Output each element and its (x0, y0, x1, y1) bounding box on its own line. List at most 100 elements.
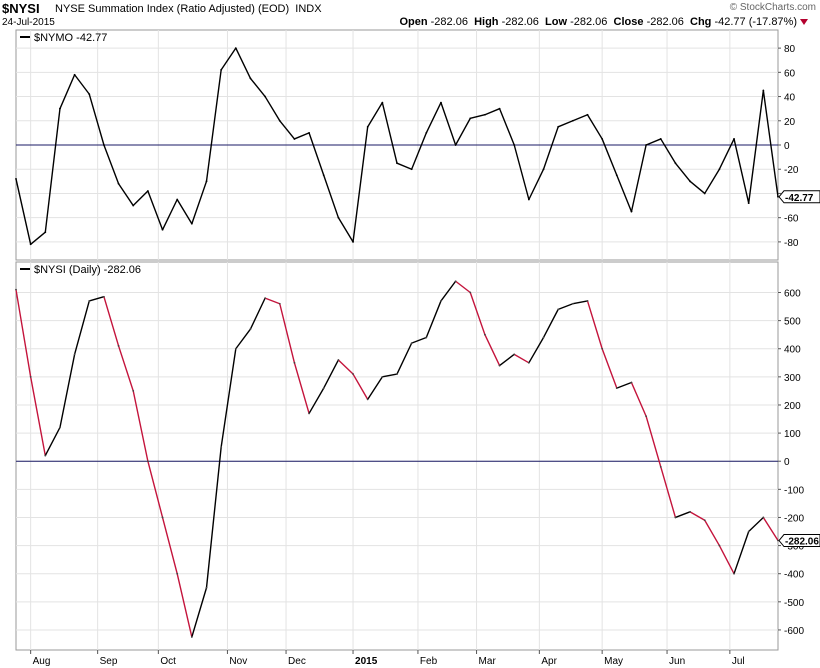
x-axis: Aug Sep Oct Nov Dec 2015 Feb Mar Apr May Jun Jul (30, 650, 745, 667)
ohlc-readout: Open -282.06 High -282.06 Low -282.06 Cl… (399, 16, 808, 28)
nymo-series-segment (103, 144, 120, 185)
nysi-y-tick-label: -600 (784, 626, 804, 637)
nymo-data-point (557, 125, 560, 128)
nymo-series-segment (249, 77, 266, 98)
nymo-data-point (44, 231, 47, 234)
high-label: High (474, 16, 499, 28)
nymo-data-point (659, 138, 662, 140)
nymo-data-point (176, 198, 179, 201)
nymo-data-point (469, 117, 472, 120)
nysi-series-segment (161, 516, 178, 575)
nymo-series-segment (704, 168, 721, 195)
nysi-series-segment (205, 446, 222, 589)
nymo-data-point (733, 138, 735, 140)
nymo-data-point (396, 162, 398, 165)
chart-symbol: $NYSI (2, 1, 40, 16)
nymo-series-segment (264, 95, 281, 122)
nysi-y-tick-label: -200 (784, 513, 804, 524)
close-value: -282.06 (646, 16, 684, 28)
chart-description-text: NYSE Summation Index (Ratio Adjusted) (E… (55, 3, 290, 15)
nymo-data-point (29, 243, 32, 246)
nysi-series-segment (469, 291, 486, 336)
nymo-series-segment (733, 138, 750, 204)
x-tick-label: Jul (732, 656, 745, 667)
nymo-data-point (161, 228, 164, 231)
nysi-data-point (484, 333, 486, 336)
nymo-series-segment (366, 101, 384, 128)
nymo-last-value-label: -42.77 (785, 193, 814, 204)
x-tick-label: Dec (288, 656, 306, 667)
nysi-y-tick-label: -300 (784, 542, 804, 553)
chg-value: -42.77 (-17.87%) (714, 16, 797, 28)
nysi-series-segment (572, 300, 589, 305)
nysi-data-point (425, 336, 428, 339)
nysi-data-point (513, 353, 516, 356)
nymo-series-segment (440, 101, 457, 146)
nymo-y-tick-label: -80 (784, 238, 799, 249)
nysi-series-segment (103, 296, 120, 347)
nymo-data-point (132, 204, 135, 207)
nymo-data-point (322, 174, 325, 177)
nysi-data-point (410, 342, 413, 345)
nysi-series-segment (660, 466, 677, 519)
nysi-series-segment (733, 530, 750, 575)
nymo-series-segment (29, 231, 47, 246)
nysi-data-point (440, 300, 442, 302)
nymo-y-tick-label: 20 (784, 117, 796, 128)
nymo-series-segment (220, 47, 237, 71)
nymo-data-point (278, 119, 281, 122)
nysi-data-point (293, 361, 296, 364)
nymo-series-segment (542, 126, 559, 170)
nysi-series-segment (381, 373, 398, 378)
nysi-y-tick-label: -500 (784, 598, 804, 609)
nysi-series-segment (352, 373, 369, 401)
nymo-data-point (293, 138, 296, 140)
nysi-series-segment (308, 387, 325, 415)
nysi-data-point (234, 347, 237, 350)
nysi-series-segment (601, 348, 618, 389)
nymo-series-segment (191, 180, 208, 225)
nysi-series-segment (73, 300, 90, 356)
nysi-y-tick-label: 600 (784, 288, 801, 299)
nysi-y-tick-label: -100 (784, 485, 804, 496)
nysi-data-point (674, 516, 677, 519)
nysi-series-segment (542, 308, 559, 339)
nymo-last-value-box (778, 190, 820, 204)
nymo-series-segment (601, 138, 618, 176)
x-tick-label: Sep (100, 656, 118, 667)
nymo-data-point (103, 144, 105, 146)
nysi-data-point (352, 373, 354, 375)
nysi-series-segment (147, 460, 164, 519)
nysi-series-segment (293, 362, 310, 415)
nymo-series-segment (645, 138, 662, 146)
nysi-data-point (777, 539, 779, 542)
brand-label[interactable]: © StockCharts.com (729, 2, 816, 13)
nysi-y-tick-label: 200 (784, 401, 801, 412)
x-tick-label: Feb (420, 656, 438, 667)
nymo-data-point (615, 174, 618, 177)
nymo-series-segment (484, 107, 501, 116)
nymo-y-tick-label: 40 (784, 93, 796, 104)
nymo-series-segment (718, 138, 735, 170)
nymo-series-segment (747, 89, 765, 204)
down-arrow-icon (800, 19, 808, 26)
nymo-data-point (689, 180, 691, 183)
nymo-y-tick-label: 0 (784, 141, 790, 152)
nymo-data-point (425, 131, 428, 134)
nymo-series-segment (337, 216, 354, 243)
nymo-data-point (88, 93, 91, 96)
nysi-series-segment (249, 297, 266, 330)
nysi-data-point (249, 328, 252, 330)
nysi-series-segment (557, 303, 574, 311)
nysi-series-segment (323, 359, 340, 389)
nysi-data-point (659, 465, 662, 468)
nymo-legend-label: $NYMO -42.77 (34, 32, 107, 44)
nymo-series-segment (572, 114, 589, 122)
nysi-series-segment (44, 426, 61, 457)
low-label: Low (545, 16, 568, 28)
nysi-series-segment (630, 381, 647, 417)
high-value: -282.06 (501, 16, 539, 28)
nysi-series-segment (616, 381, 633, 389)
nymo-data-point (410, 168, 413, 171)
